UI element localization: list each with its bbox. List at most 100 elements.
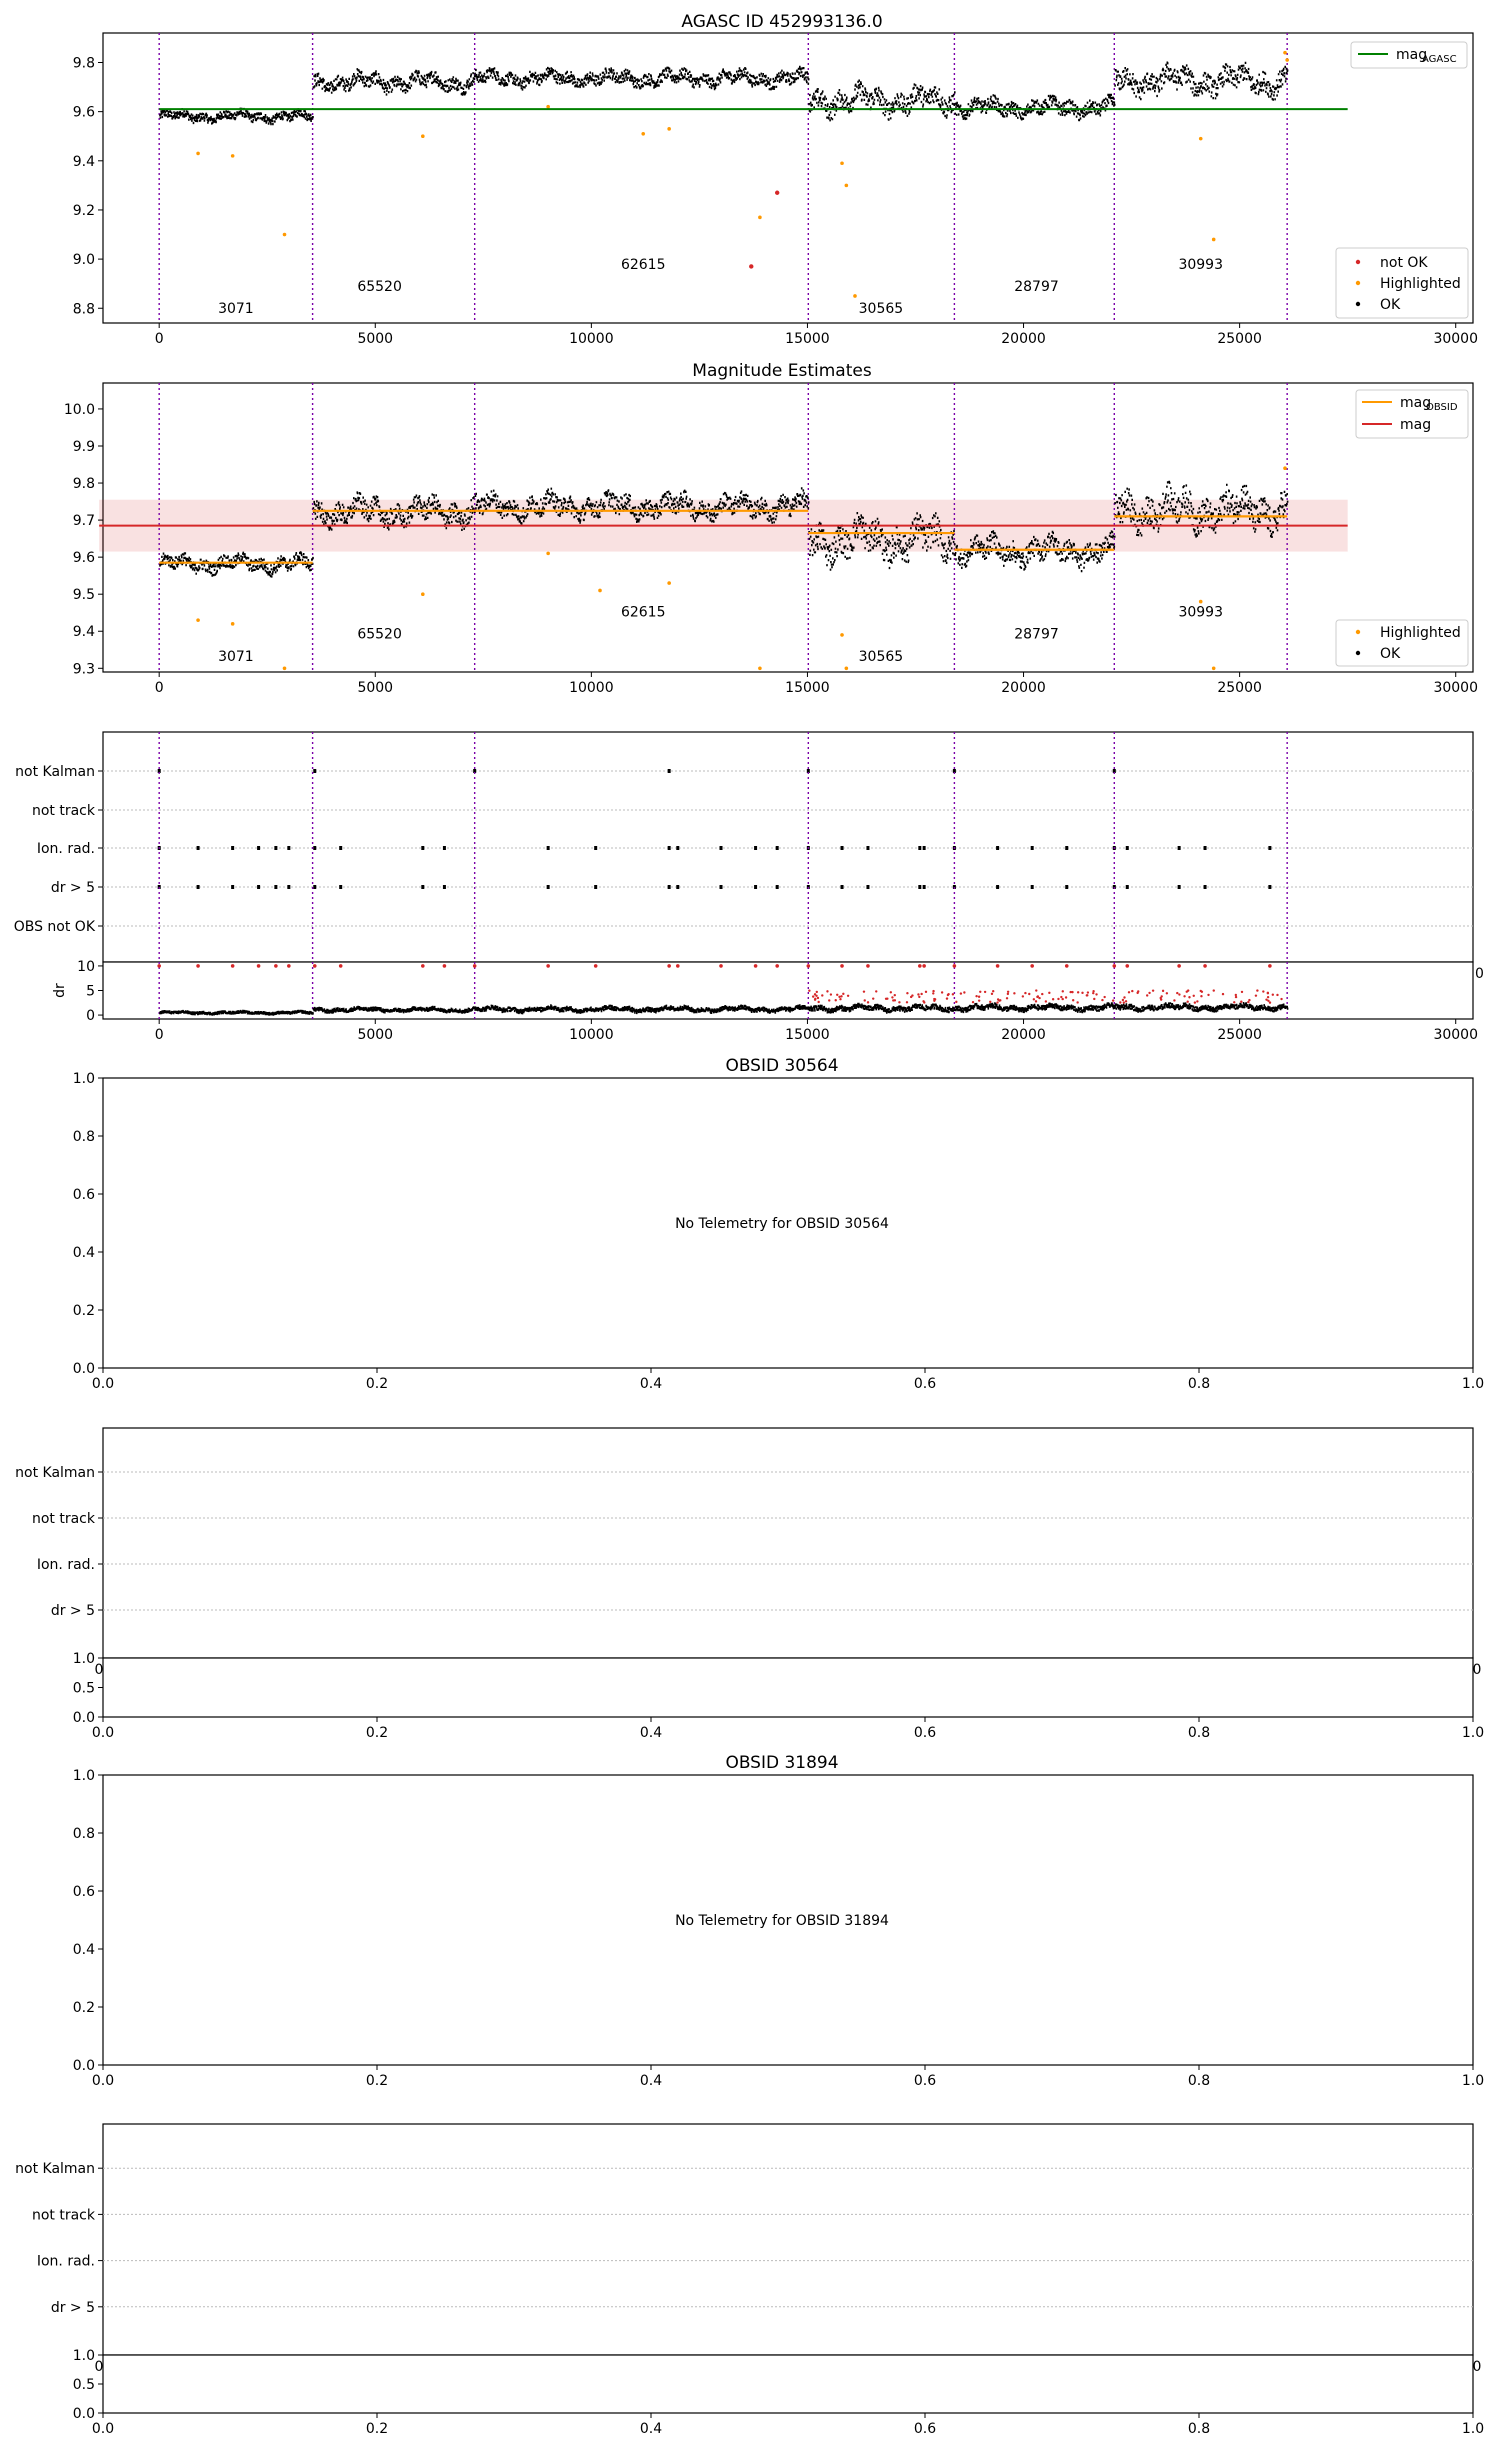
obsid-31894-ytick-label: 0.0 (73, 2058, 95, 2074)
dr-red-point (862, 990, 866, 993)
agasc-legend-marker (1355, 301, 1361, 307)
flags-flag-point (1112, 769, 1116, 773)
obsid-31894-flags-category-label: not track (32, 2207, 96, 2223)
obsid-31894-flags-sub-ytick-label: 1.0 (73, 2348, 95, 2364)
dr-red-point (1200, 995, 1203, 998)
dr-red-point (1028, 992, 1031, 996)
dr-red-point (920, 992, 923, 996)
flags-flag-point (421, 885, 425, 889)
dr-red-point-clipped (442, 964, 447, 968)
estimates-ytick-label: 10.0 (64, 402, 95, 418)
dr-red-point (1221, 992, 1225, 996)
dr-red-point (1071, 999, 1075, 1002)
dr-red-point (1161, 989, 1165, 993)
dr-red-point (1268, 1001, 1272, 1004)
estimates-xtick-label: 30000 (1433, 680, 1478, 696)
dr-red-point-clipped (1064, 964, 1069, 968)
estimates-legend-label: OK (1380, 646, 1401, 662)
flags-category-label: Ion. rad. (37, 841, 95, 857)
dr-red-point (996, 998, 1000, 1001)
flags-flag-point (866, 846, 870, 850)
dr-red-point-clipped (753, 964, 758, 968)
agasc-legend-subscript: AGASC (1422, 54, 1457, 65)
dr-red-point-clipped (287, 964, 291, 968)
obsid-30564-flags-sub-xtick-label: 1.0 (1462, 1725, 1484, 1741)
agasc-highlighted-point (1198, 136, 1203, 141)
obsid-31894-flags-sub-axes-frame (102, 2354, 1474, 2414)
estimates-highlighted-point (1283, 466, 1287, 471)
obsid-31894-xtick-label: 0.2 (366, 2073, 388, 2089)
flags-flag-point (287, 846, 291, 850)
estimates-highlighted-point (282, 666, 287, 671)
flags-flag-point (1177, 846, 1181, 850)
estimates-legend-subscript: OBSID (1426, 402, 1458, 413)
estimates-ytick-label: 9.9 (73, 439, 95, 455)
flags-flag-point (313, 846, 317, 850)
estimates-legend-lower (1335, 619, 1469, 667)
flags-flag-point (775, 885, 779, 889)
obsid-30564-flags-category-label: not track (32, 1511, 96, 1527)
dr-red-point (1123, 996, 1126, 999)
dr-red-point (846, 994, 850, 997)
dr-xtick-label: 15000 (785, 1027, 830, 1043)
flags-flag-point (196, 846, 200, 850)
dr-red-point (1267, 999, 1270, 1003)
flags-flag-point (339, 885, 343, 889)
flags-flag-point (775, 846, 779, 850)
flags-flag-point (866, 885, 870, 889)
dr-red-point (842, 992, 845, 996)
flags-flag-point (313, 769, 317, 773)
dr-red-point (1081, 991, 1084, 995)
dr-red-point (932, 992, 935, 995)
dr-red-point-clipped (806, 964, 811, 968)
flags-flag-point (1268, 846, 1272, 850)
obsid-30564-title: OBSID 30564 (725, 1056, 838, 1076)
dr-red-point-clipped (667, 964, 671, 968)
flags-flag-point (952, 769, 956, 773)
dr-red-point (951, 993, 955, 996)
estimates-obsid-label: 30993 (1178, 604, 1223, 620)
estimates-xtick-label: 10000 (569, 680, 614, 696)
dr-red-point (940, 991, 944, 994)
agasc-highlighted-point (641, 131, 646, 136)
obsid-30564-flags-sub-xtick-label: 0.2 (366, 1725, 388, 1741)
flags-flag-point (257, 885, 261, 889)
obsid-30564-flags-sub-xtick-label: 0.6 (914, 1725, 936, 1741)
dr-red-point (1212, 989, 1215, 992)
dr-red-point (906, 992, 909, 995)
flags-flag-point (546, 885, 550, 889)
agasc-legend-label: mag (1396, 47, 1427, 63)
dr-red-point (1148, 991, 1151, 995)
dr-red-point-clipped (840, 964, 844, 968)
dr-red-point (821, 994, 824, 997)
dr-red-point (817, 1000, 820, 1004)
flags-flag-point (546, 846, 550, 850)
estimates-highlighted-point (844, 666, 849, 671)
estimates-xtick-label: 0 (155, 680, 164, 696)
dr-red-point-clipped (546, 964, 550, 968)
dr-xtick-label: 0 (155, 1027, 164, 1043)
flags-flag-point (1065, 885, 1069, 889)
agasc-xtick-label: 30000 (1433, 331, 1478, 347)
dr-red-point (1071, 990, 1074, 994)
dr-red-point (905, 1001, 909, 1004)
flags-flag-point (231, 885, 235, 889)
dr-red-point (1048, 991, 1051, 995)
dr-red-point (811, 995, 815, 998)
dr-red-point (917, 993, 920, 996)
obsid-31894-flags-sub-ytick-label: 0.0 (73, 2406, 95, 2422)
dr-xtick-label: 5000 (357, 1027, 393, 1043)
dr-red-point-clipped (719, 964, 723, 968)
dr-red-point (1051, 998, 1055, 1001)
agasc-highlighted-point (282, 232, 287, 237)
flags-flag-point (840, 885, 844, 889)
dr-red-point-clipped (338, 964, 343, 968)
dr-red-point-clipped (918, 964, 922, 968)
dr-red-point (1136, 991, 1139, 995)
obsid-31894-xtick-label: 1.0 (1462, 2073, 1484, 2089)
estimates-highlighted-point (840, 633, 844, 637)
dr-red-point (1159, 998, 1163, 1001)
agasc-legend-label: Highlighted (1380, 276, 1461, 292)
dr-red-point (1006, 990, 1010, 993)
